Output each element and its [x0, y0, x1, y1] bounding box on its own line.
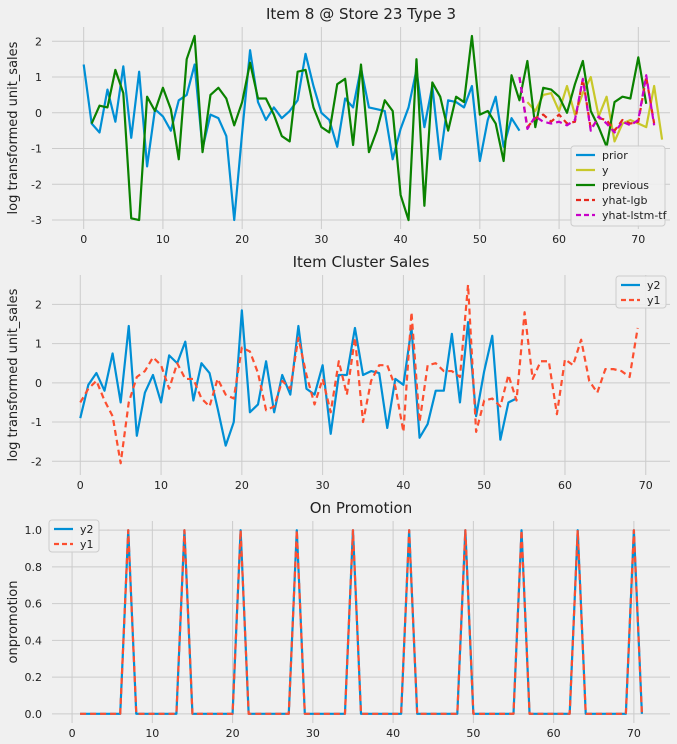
- y-tick-label: 0.4: [25, 634, 43, 647]
- y-tick-label: 0.2: [25, 671, 43, 684]
- y-axis-label: onpromotion: [6, 581, 21, 664]
- y-tick-label: -1: [31, 143, 42, 156]
- series-line-y1: [79, 283, 639, 465]
- legend-label: y: [602, 164, 609, 177]
- y-tick-label: -1: [31, 416, 42, 429]
- series-line-y: [526, 75, 664, 143]
- x-tick-label: 70: [631, 233, 645, 246]
- chart-panel-3: 0.0 0.2 0.4 0.6 0.8 1.0 0 10 20 30 40 50 60 70 On Prom…: [6, 499, 670, 740]
- series-line-y1: [80, 529, 644, 715]
- y-tick-label: 1.0: [25, 524, 43, 537]
- y-tick-label: -3: [31, 214, 42, 227]
- legend-label: prior: [602, 149, 628, 162]
- legend-label: y1: [647, 294, 661, 307]
- x-tick-label: 40: [386, 727, 400, 740]
- chart-title: Item Cluster Sales: [293, 253, 430, 271]
- y-axis-label: log transformed unit_sales: [6, 288, 21, 461]
- x-tick-label: 30: [316, 479, 330, 492]
- x-tick-label: 30: [306, 727, 320, 740]
- y-tick-label: -2: [31, 178, 42, 191]
- y-tick-label: 0.0: [25, 708, 43, 721]
- series-line-yhat-lstm-tf: [518, 74, 656, 134]
- chart-title: On Promotion: [310, 499, 412, 517]
- x-tick-label: 10: [154, 479, 168, 492]
- x-tick-label: 50: [473, 233, 487, 246]
- x-tick-label: 50: [477, 479, 491, 492]
- chart-title: Item 8 @ Store 23 Type 3: [266, 5, 456, 23]
- x-tick-label: 60: [552, 233, 566, 246]
- y-tick-label: 0.8: [25, 561, 43, 574]
- series-line-previous: [90, 34, 648, 222]
- y-tick-label: 1: [35, 338, 42, 351]
- legend-label: yhat-lgb: [602, 194, 648, 207]
- x-tick-label: 20: [226, 727, 240, 740]
- y-axis-label: log transformed unit_sales: [6, 41, 21, 214]
- x-tick-label: 40: [396, 479, 410, 492]
- x-tick-label: 60: [547, 727, 561, 740]
- y-tick-label: 0: [35, 377, 42, 390]
- legend-box: [570, 145, 666, 227]
- x-tick-label: 20: [235, 479, 249, 492]
- y-tick-label: 0: [35, 107, 42, 120]
- x-tick-label: 50: [466, 727, 480, 740]
- legend-label: previous: [602, 179, 649, 192]
- x-tick-label: 0: [77, 479, 84, 492]
- x-tick-label: 0: [69, 727, 76, 740]
- legend-label: y1: [80, 538, 94, 551]
- legend: prior y previous yhat-lgb yhat-lstm-tf: [570, 145, 668, 227]
- x-tick-label: 70: [627, 727, 641, 740]
- x-tick-label: 10: [156, 233, 170, 246]
- x-tick-label: 20: [235, 233, 249, 246]
- legend-label: yhat-lstm-tf: [602, 209, 668, 222]
- y-tick-label: 1: [35, 71, 42, 84]
- x-tick-label: 10: [145, 727, 159, 740]
- y-tick-label: -2: [31, 455, 42, 468]
- series-line-y2: [80, 529, 644, 715]
- legend-label: y2: [647, 279, 661, 292]
- x-tick-label: 70: [639, 479, 653, 492]
- series-line-yhat-lgb: [518, 75, 656, 132]
- x-tick-label: 0: [80, 233, 87, 246]
- series-line-y2: [79, 309, 517, 447]
- x-tick-label: 60: [558, 479, 572, 492]
- y-tick-label: 0.6: [25, 598, 43, 611]
- x-tick-label: 40: [394, 233, 408, 246]
- y-tick-label: 2: [35, 35, 42, 48]
- y-tick-label: 2: [35, 298, 42, 311]
- series-line-prior: [82, 49, 521, 222]
- x-tick-label: 30: [314, 233, 328, 246]
- legend-label: y2: [80, 523, 94, 536]
